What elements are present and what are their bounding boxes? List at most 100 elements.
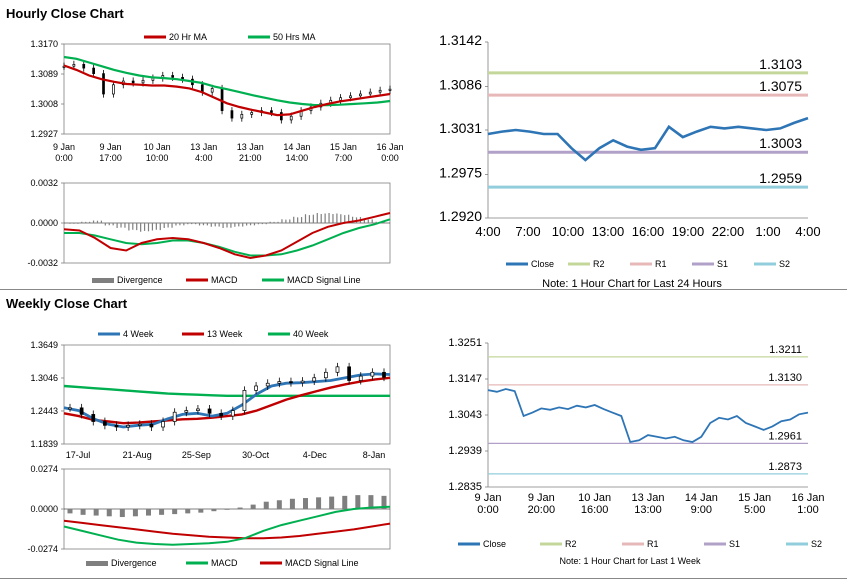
hourly-price-candle bbox=[289, 115, 293, 121]
legend-weekly-divergence-label: Divergence bbox=[111, 558, 157, 568]
legend-50hrs-ma-label: 50 Hrs MA bbox=[273, 32, 316, 42]
hourly-divergence-bar bbox=[246, 223, 248, 226]
series-13-week-line bbox=[63, 376, 391, 425]
hourly-price-candle bbox=[378, 89, 382, 93]
hourly_24h-y-tick-label: 1.3031 bbox=[439, 120, 482, 136]
weekly_1w-level-r2-label: 1.3211 bbox=[769, 344, 802, 356]
hourly-divergence-bar bbox=[253, 223, 256, 226]
hourly-divergence-bar bbox=[316, 213, 318, 223]
hourly_24h-legend-r2-label: R2 bbox=[593, 259, 605, 269]
legend-hourly-divergence-label: Divergence bbox=[117, 275, 163, 285]
hourly-price-x-tick-label: 10:00 bbox=[146, 153, 169, 163]
weekly-divergence-bar bbox=[263, 501, 269, 509]
hourly-price-candle bbox=[210, 88, 214, 93]
hourly-divergence-bar bbox=[167, 223, 169, 228]
weekly_1w-x-tick-label: 13 Jan bbox=[631, 492, 664, 504]
hourly-price-candle bbox=[270, 110, 273, 113]
weekly-divergence-bar bbox=[198, 509, 204, 513]
hourly_24h-x-tick-label: 16:00 bbox=[632, 224, 665, 239]
hourly-divergence-bar bbox=[175, 223, 177, 226]
weekly-price-x-tick-label: 17-Jul bbox=[66, 450, 91, 460]
hourly-divergence-bar bbox=[265, 223, 267, 225]
weekly_1w-legend-s2-label: S2 bbox=[811, 539, 822, 549]
hourly-divergence-bar bbox=[371, 219, 373, 223]
weekly-price-candle bbox=[254, 385, 258, 391]
hourly-divergence-bar bbox=[183, 223, 185, 226]
weekly-divergence-bar bbox=[355, 495, 361, 509]
weekly-divergence-bar bbox=[289, 498, 295, 509]
weekly_1w-legend-r1-label: R1 bbox=[647, 539, 659, 549]
weekly-price-candle bbox=[126, 424, 130, 428]
legend-weekly-macd-label: MACD bbox=[211, 558, 238, 568]
hourly-price-candle bbox=[171, 75, 175, 78]
weekly-price-candle bbox=[382, 371, 386, 378]
hourly-macd-signal-line bbox=[64, 218, 391, 257]
hourly-price-y-tick-label: 1.3008 bbox=[30, 99, 58, 109]
hourly-divergence-bar bbox=[198, 223, 201, 226]
weekly_1w-x-tick-label: 5:00 bbox=[744, 504, 765, 516]
hourly-divergence-bar bbox=[261, 223, 263, 225]
hourly-divergence-bar bbox=[285, 219, 287, 223]
hourly-divergence-bar bbox=[85, 221, 87, 223]
weekly-divergence-bar bbox=[224, 509, 230, 510]
weekly-divergence-bar bbox=[132, 509, 138, 517]
hourly-divergence-bar bbox=[269, 221, 271, 223]
hourly-price-y-tick-label: 1.3089 bbox=[30, 69, 58, 79]
weekly-macd-y-tick-label: 0.0274 bbox=[30, 464, 58, 474]
weekly_1w-y-tick-label: 1.2835 bbox=[448, 481, 482, 493]
hourly-divergence-bar bbox=[206, 223, 208, 226]
hourly-divergence-bar bbox=[124, 223, 126, 228]
weekly-macd-line bbox=[63, 505, 391, 546]
hourly_24h-note: Note: 1 Hour Chart for Last 24 Hours bbox=[542, 278, 722, 290]
weekly-price-candle bbox=[184, 410, 189, 413]
weekly-price-x-tick-label: 8-Jan bbox=[363, 450, 386, 460]
weekly-price-candle bbox=[289, 381, 293, 384]
hourly-price-x-tick-label: 13 Jan bbox=[190, 142, 217, 152]
hourly-divergence-bar bbox=[249, 223, 252, 226]
hourly-price-candle bbox=[339, 97, 342, 101]
series-4-week-line bbox=[63, 372, 391, 429]
hourly_24h-x-tick-label: 22:00 bbox=[712, 224, 745, 239]
weekly-divergence-bar bbox=[329, 496, 335, 509]
hourly_24h-level-s1-label: 1.3003 bbox=[759, 135, 802, 151]
weekly_1w-y-tick-label: 1.3147 bbox=[448, 373, 482, 385]
legend-hourly-macd-signal-label: MACD Signal Line bbox=[287, 275, 361, 285]
hourly-divergence-bar bbox=[336, 213, 338, 223]
weekly-divergence-bar bbox=[276, 500, 282, 509]
hourly-price-candle bbox=[102, 73, 105, 95]
hourly-divergence-bar bbox=[281, 219, 283, 223]
hourly-divergence-bar bbox=[136, 223, 138, 231]
hourly_24h-x-tick-label: 19:00 bbox=[672, 224, 705, 239]
hourly-macd-line bbox=[63, 212, 391, 260]
hourly-divergence-bar bbox=[96, 220, 99, 223]
hourly-divergence-bar bbox=[238, 223, 240, 227]
hourly-divergence-bar bbox=[89, 221, 91, 223]
hourly-price-candle bbox=[250, 112, 254, 115]
weekly_1w-level-s1-label: 1.2961 bbox=[768, 430, 802, 442]
hourly-divergence-bar bbox=[92, 220, 95, 223]
hourly-divergence-bar bbox=[308, 215, 311, 223]
hourly_24h-legend-close-label: Close bbox=[531, 259, 554, 269]
weekly-price-y-tick-label: 1.3649 bbox=[30, 340, 58, 350]
hourly-divergence-bar bbox=[104, 223, 106, 226]
hourly-divergence-bar bbox=[226, 223, 228, 228]
hourly-price-x-tick-label: 13 Jan bbox=[237, 142, 264, 152]
hourly-price-candle bbox=[82, 64, 86, 69]
hourly-divergence-bar bbox=[257, 223, 259, 225]
weekly_1w-x-tick-label: 16:00 bbox=[581, 504, 609, 516]
hourly-divergence-bar bbox=[151, 223, 154, 231]
weekly_1w-legend-r2-label: R2 bbox=[565, 539, 577, 549]
hourly-divergence-bar bbox=[179, 223, 181, 226]
hourly-chart-title: Hourly Close Chart bbox=[6, 6, 124, 21]
weekly-divergence-bar bbox=[67, 509, 73, 514]
weekly-divergence-bar bbox=[172, 509, 178, 515]
weekly-price-candle bbox=[265, 382, 270, 387]
weekly-price-candle bbox=[79, 407, 84, 415]
hourly-divergence-bar bbox=[367, 219, 369, 223]
weekly-price-candle bbox=[312, 377, 317, 382]
hourly-price-candle bbox=[230, 110, 234, 119]
hourly-divergence-bar bbox=[73, 223, 75, 224]
weekly-price-candle bbox=[242, 389, 247, 411]
hourly-macd-y-tick-label: -0.0032 bbox=[27, 258, 58, 268]
